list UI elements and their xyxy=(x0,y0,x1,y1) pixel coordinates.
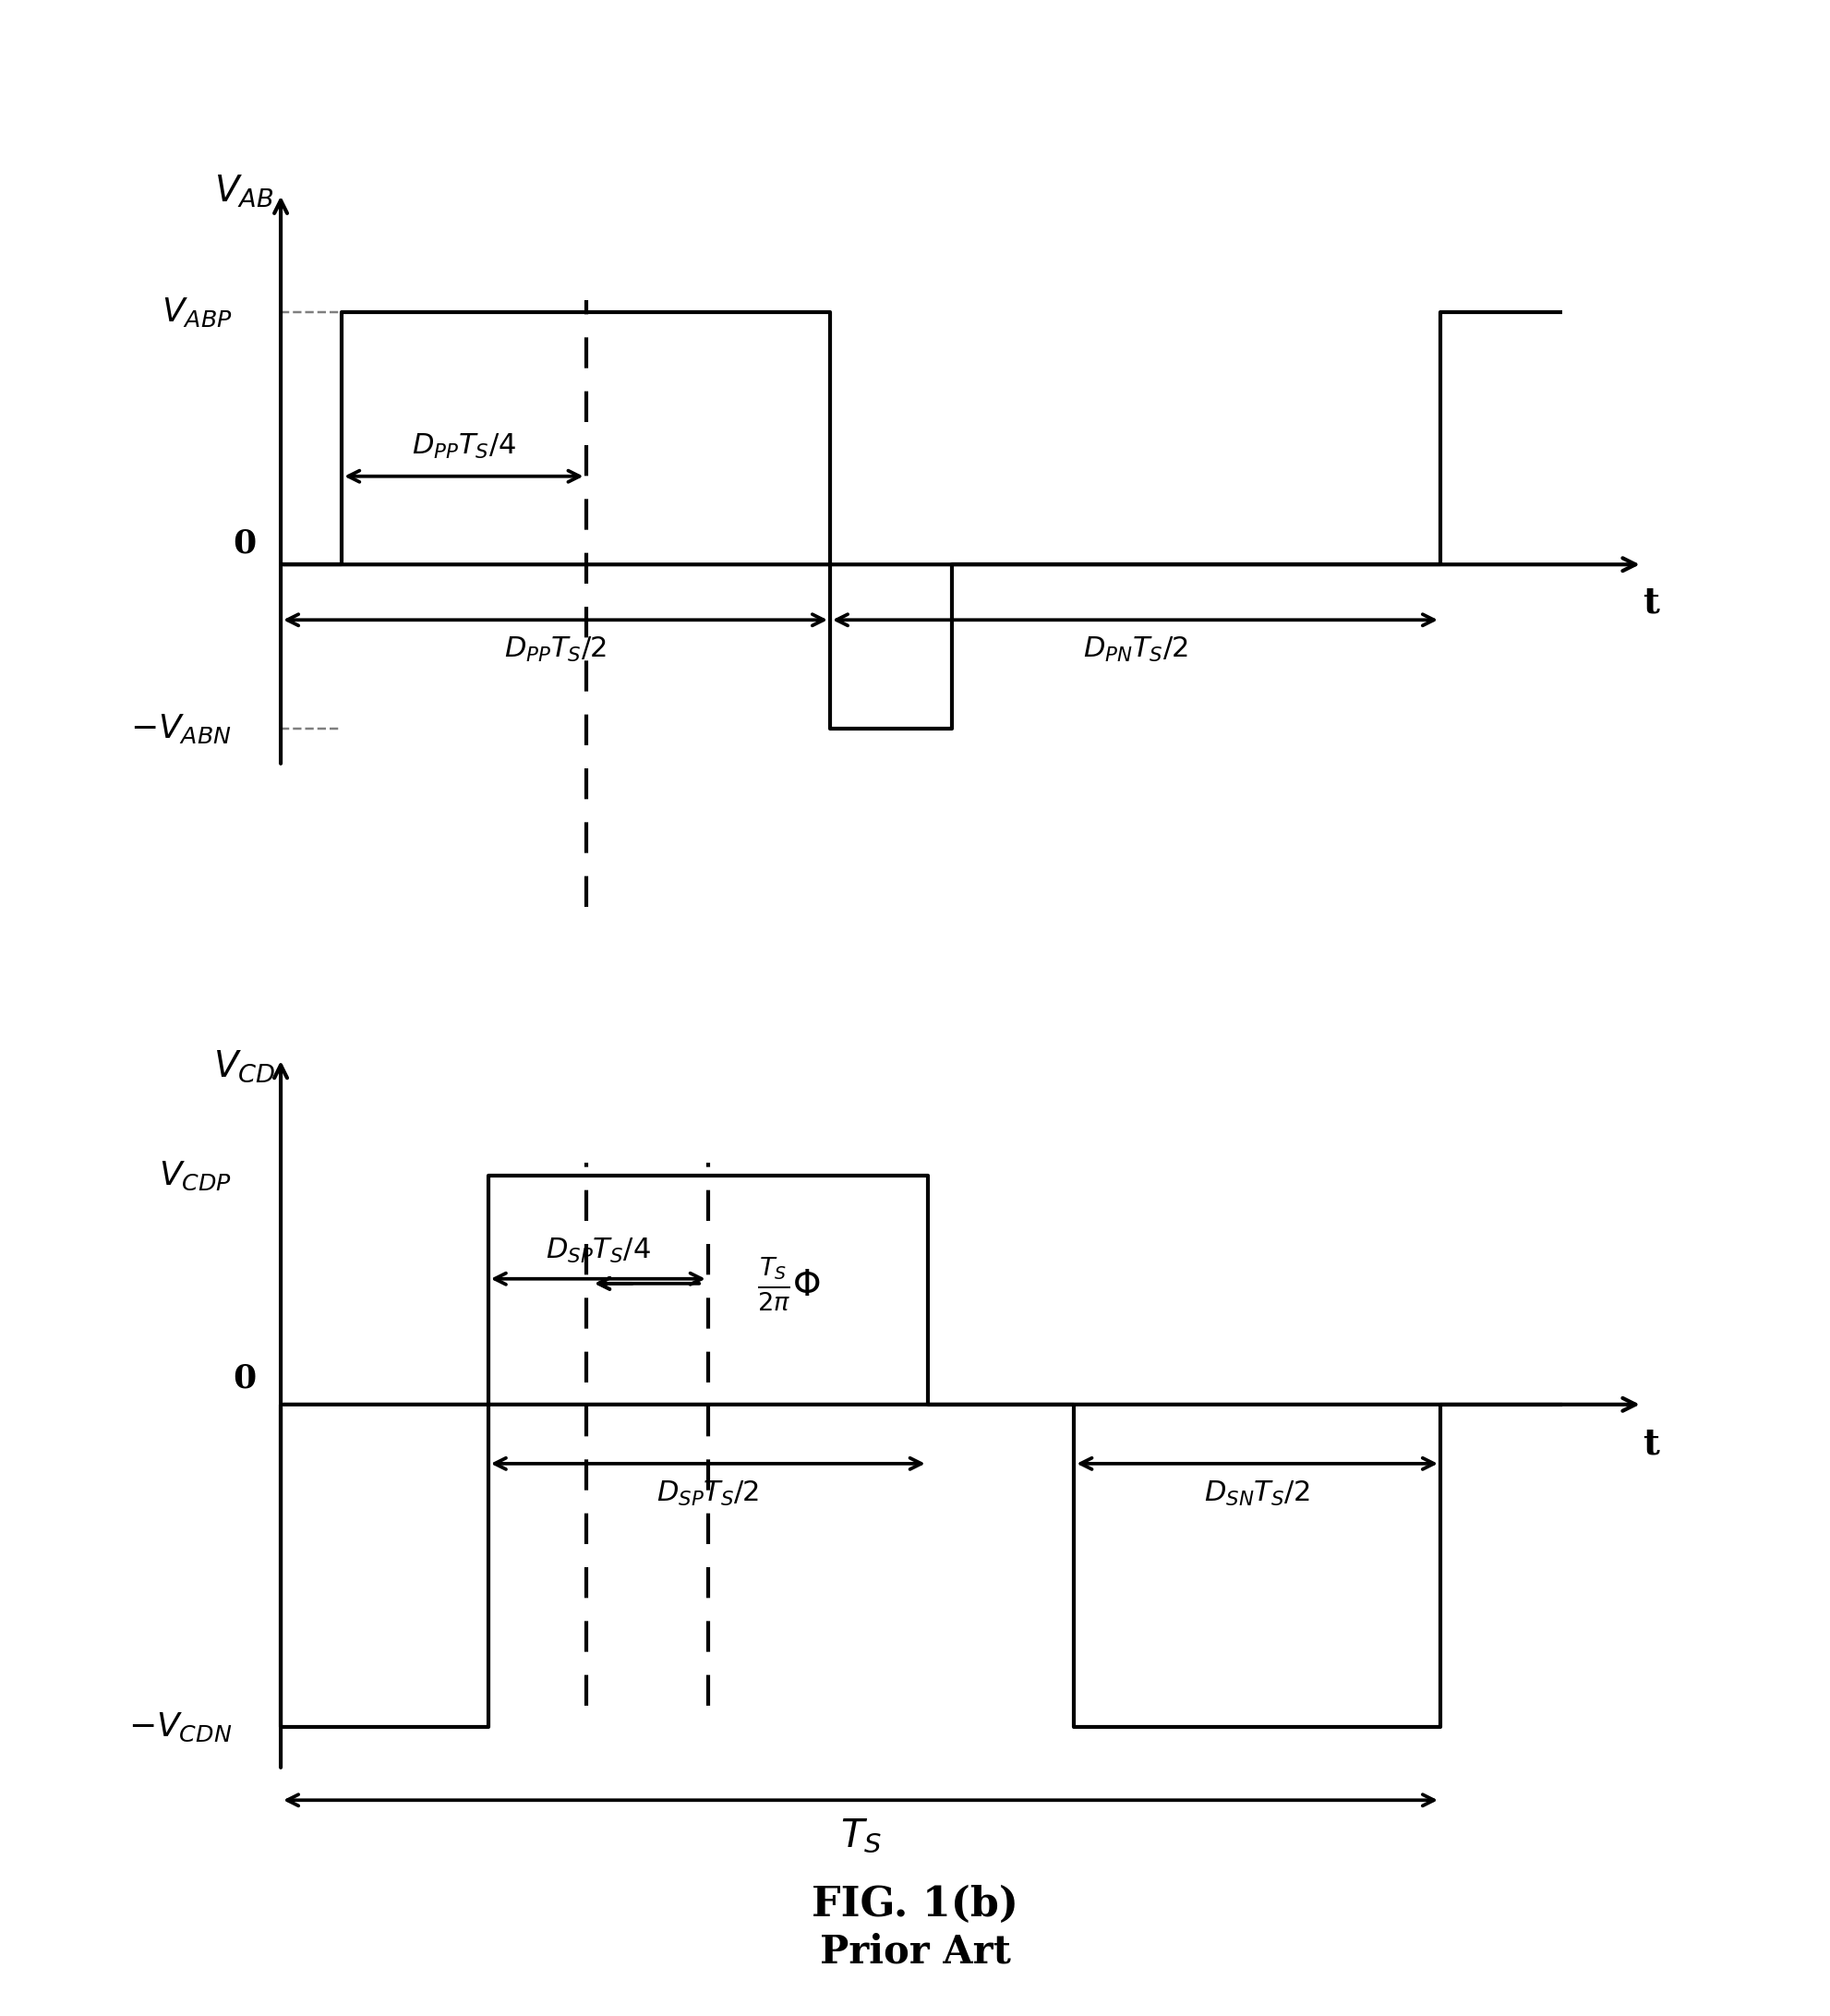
Text: 0: 0 xyxy=(232,1363,256,1393)
Text: $D_{PN}T_S/2$: $D_{PN}T_S/2$ xyxy=(1082,635,1188,663)
Text: t: t xyxy=(1642,1425,1658,1462)
Text: t: t xyxy=(1642,585,1658,619)
Text: $D_{SP}T_S/4$: $D_{SP}T_S/4$ xyxy=(545,1236,650,1266)
Text: $V_{CD}$: $V_{CD}$ xyxy=(212,1048,274,1085)
Text: $D_{PP}T_S/2$: $D_{PP}T_S/2$ xyxy=(503,635,606,663)
Text: 0: 0 xyxy=(232,528,256,558)
Text: $D_{PP}T_S/4$: $D_{PP}T_S/4$ xyxy=(412,433,516,462)
Text: $D_{SP}T_S/2$: $D_{SP}T_S/2$ xyxy=(657,1480,759,1508)
Text: $-V_{ABN}$: $-V_{ABN}$ xyxy=(130,712,232,744)
Text: $D_{SN}T_S/2$: $D_{SN}T_S/2$ xyxy=(1204,1480,1310,1508)
Text: $V_{CDP}$: $V_{CDP}$ xyxy=(159,1159,232,1191)
Text: $V_{ABP}$: $V_{ABP}$ xyxy=(161,296,232,329)
Text: FIG. 1(b): FIG. 1(b) xyxy=(813,1885,1017,1925)
Text: $V_{AB}$: $V_{AB}$ xyxy=(214,173,274,210)
Text: Prior Art: Prior Art xyxy=(820,1931,1010,1972)
Text: $\frac{T_S}{2\pi}\Phi$: $\frac{T_S}{2\pi}\Phi$ xyxy=(756,1256,820,1312)
Text: $-V_{CDN}$: $-V_{CDN}$ xyxy=(128,1712,232,1744)
Text: $T_S$: $T_S$ xyxy=(840,1816,880,1855)
